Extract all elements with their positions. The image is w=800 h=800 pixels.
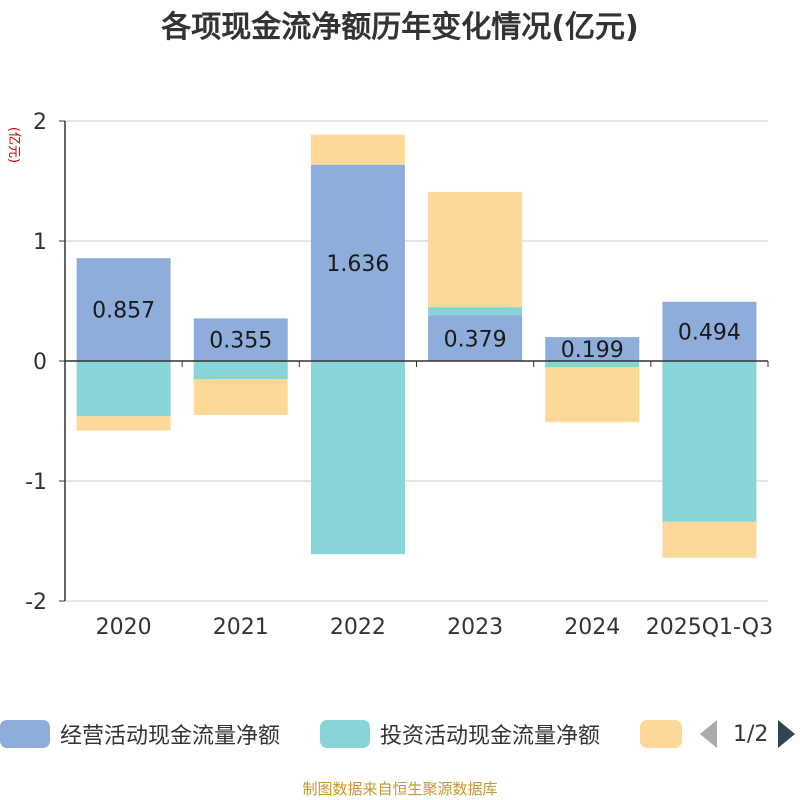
bar-operating[interactable]: [193, 318, 288, 361]
data-label: 1.636: [326, 252, 389, 277]
legend-pager: 1/2: [700, 718, 796, 750]
y-tick-label: -1: [25, 470, 47, 495]
bar-operating[interactable]: [662, 301, 757, 361]
y-tick-label: 2: [33, 110, 47, 135]
bar-financing[interactable]: [545, 367, 640, 423]
bar-financing[interactable]: [193, 379, 288, 415]
y-tick-label: 1: [33, 230, 47, 255]
legend-prev-page-icon[interactable]: [700, 720, 717, 748]
legend-page-indicator: 1/2: [733, 721, 769, 747]
bar-operating[interactable]: [310, 164, 405, 361]
bar-financing[interactable]: [76, 416, 171, 431]
chart-title: 各项现金流净额历年变化情况(亿元): [161, 10, 639, 45]
bar-financing[interactable]: [428, 191, 523, 308]
y-tick-label: -2: [25, 590, 47, 615]
x-tick-label: 2021: [213, 615, 269, 640]
data-label: 0.199: [561, 338, 624, 363]
bar-investing[interactable]: [662, 361, 757, 522]
data-label: 0.857: [92, 299, 155, 324]
bar-investing[interactable]: [76, 361, 171, 417]
legend: 经营活动现金流量净额 投资活动现金流量净额 1/2: [0, 718, 800, 750]
bar-investing[interactable]: [545, 361, 640, 367]
legend-label-operating: 经营活动现金流量净额: [60, 724, 281, 749]
bar-investing[interactable]: [428, 307, 523, 316]
legend-swatch-financing: [640, 720, 682, 748]
x-tick-label: 2024: [564, 615, 620, 640]
y-tick-label: 0: [33, 350, 47, 375]
legend-item-financing[interactable]: [640, 718, 682, 750]
legend-swatch-investing: [320, 720, 370, 748]
bar-financing[interactable]: [662, 521, 757, 558]
bar-investing[interactable]: [310, 361, 405, 555]
y-axis-label: (亿元): [6, 127, 21, 163]
source-note: 制图数据来自恒生聚源数据库: [302, 780, 498, 798]
x-tick-label: 2025Q1-Q3: [646, 615, 773, 640]
bar-operating[interactable]: [545, 337, 640, 361]
legend-label-investing: 投资活动现金流量净额: [380, 724, 601, 749]
bar-investing[interactable]: [193, 361, 288, 379]
x-tick-label: 2022: [330, 615, 386, 640]
legend-next-page-icon[interactable]: [778, 720, 796, 748]
data-label: 0.379: [444, 327, 507, 352]
x-tick-label: 2023: [447, 615, 503, 640]
legend-item-investing[interactable]: 投资活动现金流量净额: [320, 718, 600, 750]
data-label: 0.494: [678, 320, 741, 345]
bar-operating[interactable]: [428, 315, 523, 361]
bar-financing[interactable]: [310, 134, 405, 165]
chart-area: (亿元) 2 1 0 -1 -2 2020 2021 2022 2023 2024 2025Q1-Q…: [6, 110, 773, 640]
legend-swatch-operating: [0, 720, 50, 748]
x-tick-label: 2020: [96, 615, 152, 640]
bar-operating[interactable]: [76, 258, 171, 361]
legend-item-operating[interactable]: 经营活动现金流量净额: [0, 718, 280, 750]
data-label: 0.355: [209, 329, 272, 354]
